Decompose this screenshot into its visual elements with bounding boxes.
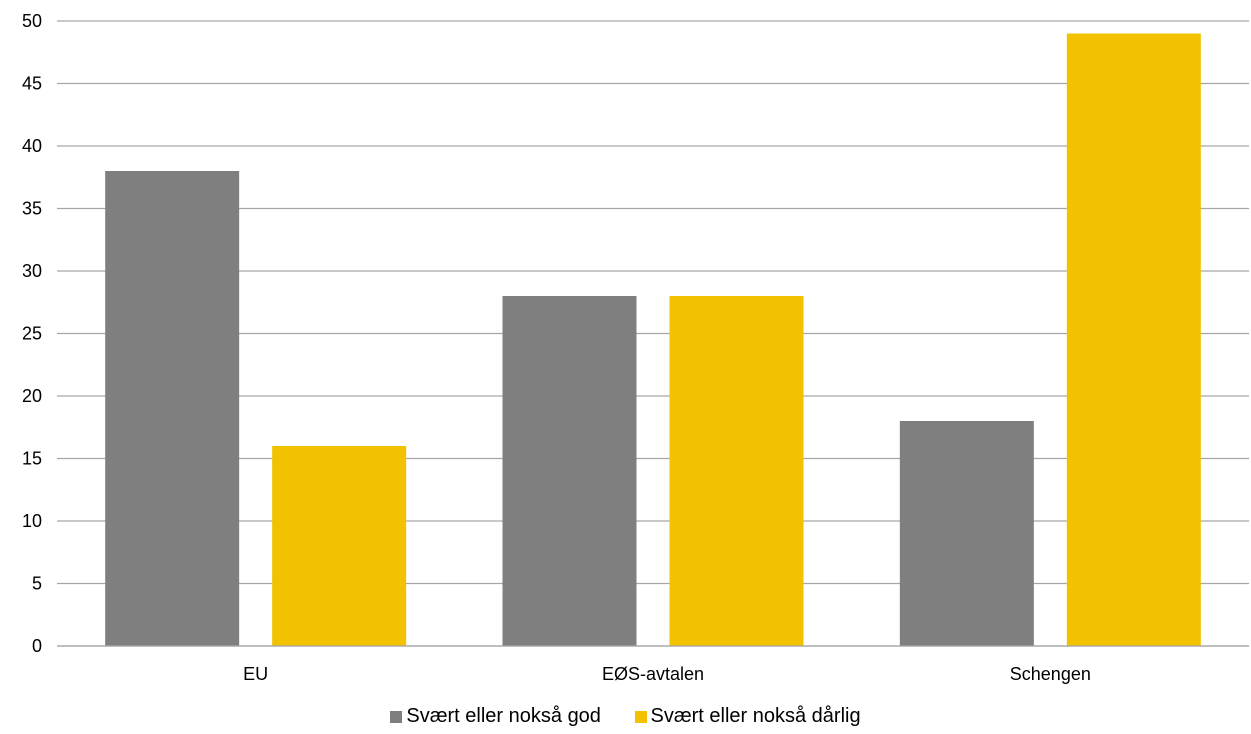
gridlines xyxy=(57,20,1249,647)
y-tick-label: 40 xyxy=(22,136,42,156)
x-tick-label: Schengen xyxy=(1010,664,1091,684)
y-tick-label: 45 xyxy=(22,74,42,94)
bars xyxy=(57,33,1249,647)
legend-item-series-0: Svært eller nokså god xyxy=(390,705,601,728)
y-tick-label: 10 xyxy=(22,511,42,531)
x-axis-tick-labels: EU EØS-avtalen Schengen xyxy=(243,664,1091,684)
y-tick-label: 5 xyxy=(32,574,42,594)
bar-series-0-category-0 xyxy=(105,171,240,646)
y-tick-label: 20 xyxy=(22,386,42,406)
bar-series-0-category-1 xyxy=(502,296,637,646)
y-tick-label: 15 xyxy=(22,449,42,469)
bar-series-1-category-2 xyxy=(1066,33,1201,646)
y-tick-label: 25 xyxy=(22,324,42,344)
bar-series-1-category-0 xyxy=(272,446,407,646)
y-tick-label: 30 xyxy=(22,261,42,281)
y-axis-tick-labels: 0 5 10 15 20 25 30 35 40 45 50 xyxy=(22,11,42,656)
y-tick-label: 35 xyxy=(22,199,42,219)
y-tick-label: 50 xyxy=(22,11,42,31)
x-tick-label: EU xyxy=(243,664,268,684)
y-tick-label: 0 xyxy=(32,636,42,656)
legend-swatch-series-0 xyxy=(390,710,403,723)
bar-series-1-category-1 xyxy=(669,296,804,646)
x-tick-label: EØS-avtalen xyxy=(602,664,704,684)
bar-chart: 0 5 10 15 20 25 30 35 40 45 50 EU EØS-avtalen Scheng… xyxy=(22,11,1249,684)
legend-item-series-1: Svært eller nokså dårlig xyxy=(634,705,861,728)
legend-swatch-series-1 xyxy=(634,710,647,723)
legend-label-series-0: Svært eller nokså god xyxy=(406,705,601,727)
bar-series-0-category-2 xyxy=(899,421,1034,646)
legend: Svært eller nokså god Svært eller nokså … xyxy=(0,705,1251,729)
legend-label-series-1: Svært eller nokså dårlig xyxy=(650,705,861,727)
